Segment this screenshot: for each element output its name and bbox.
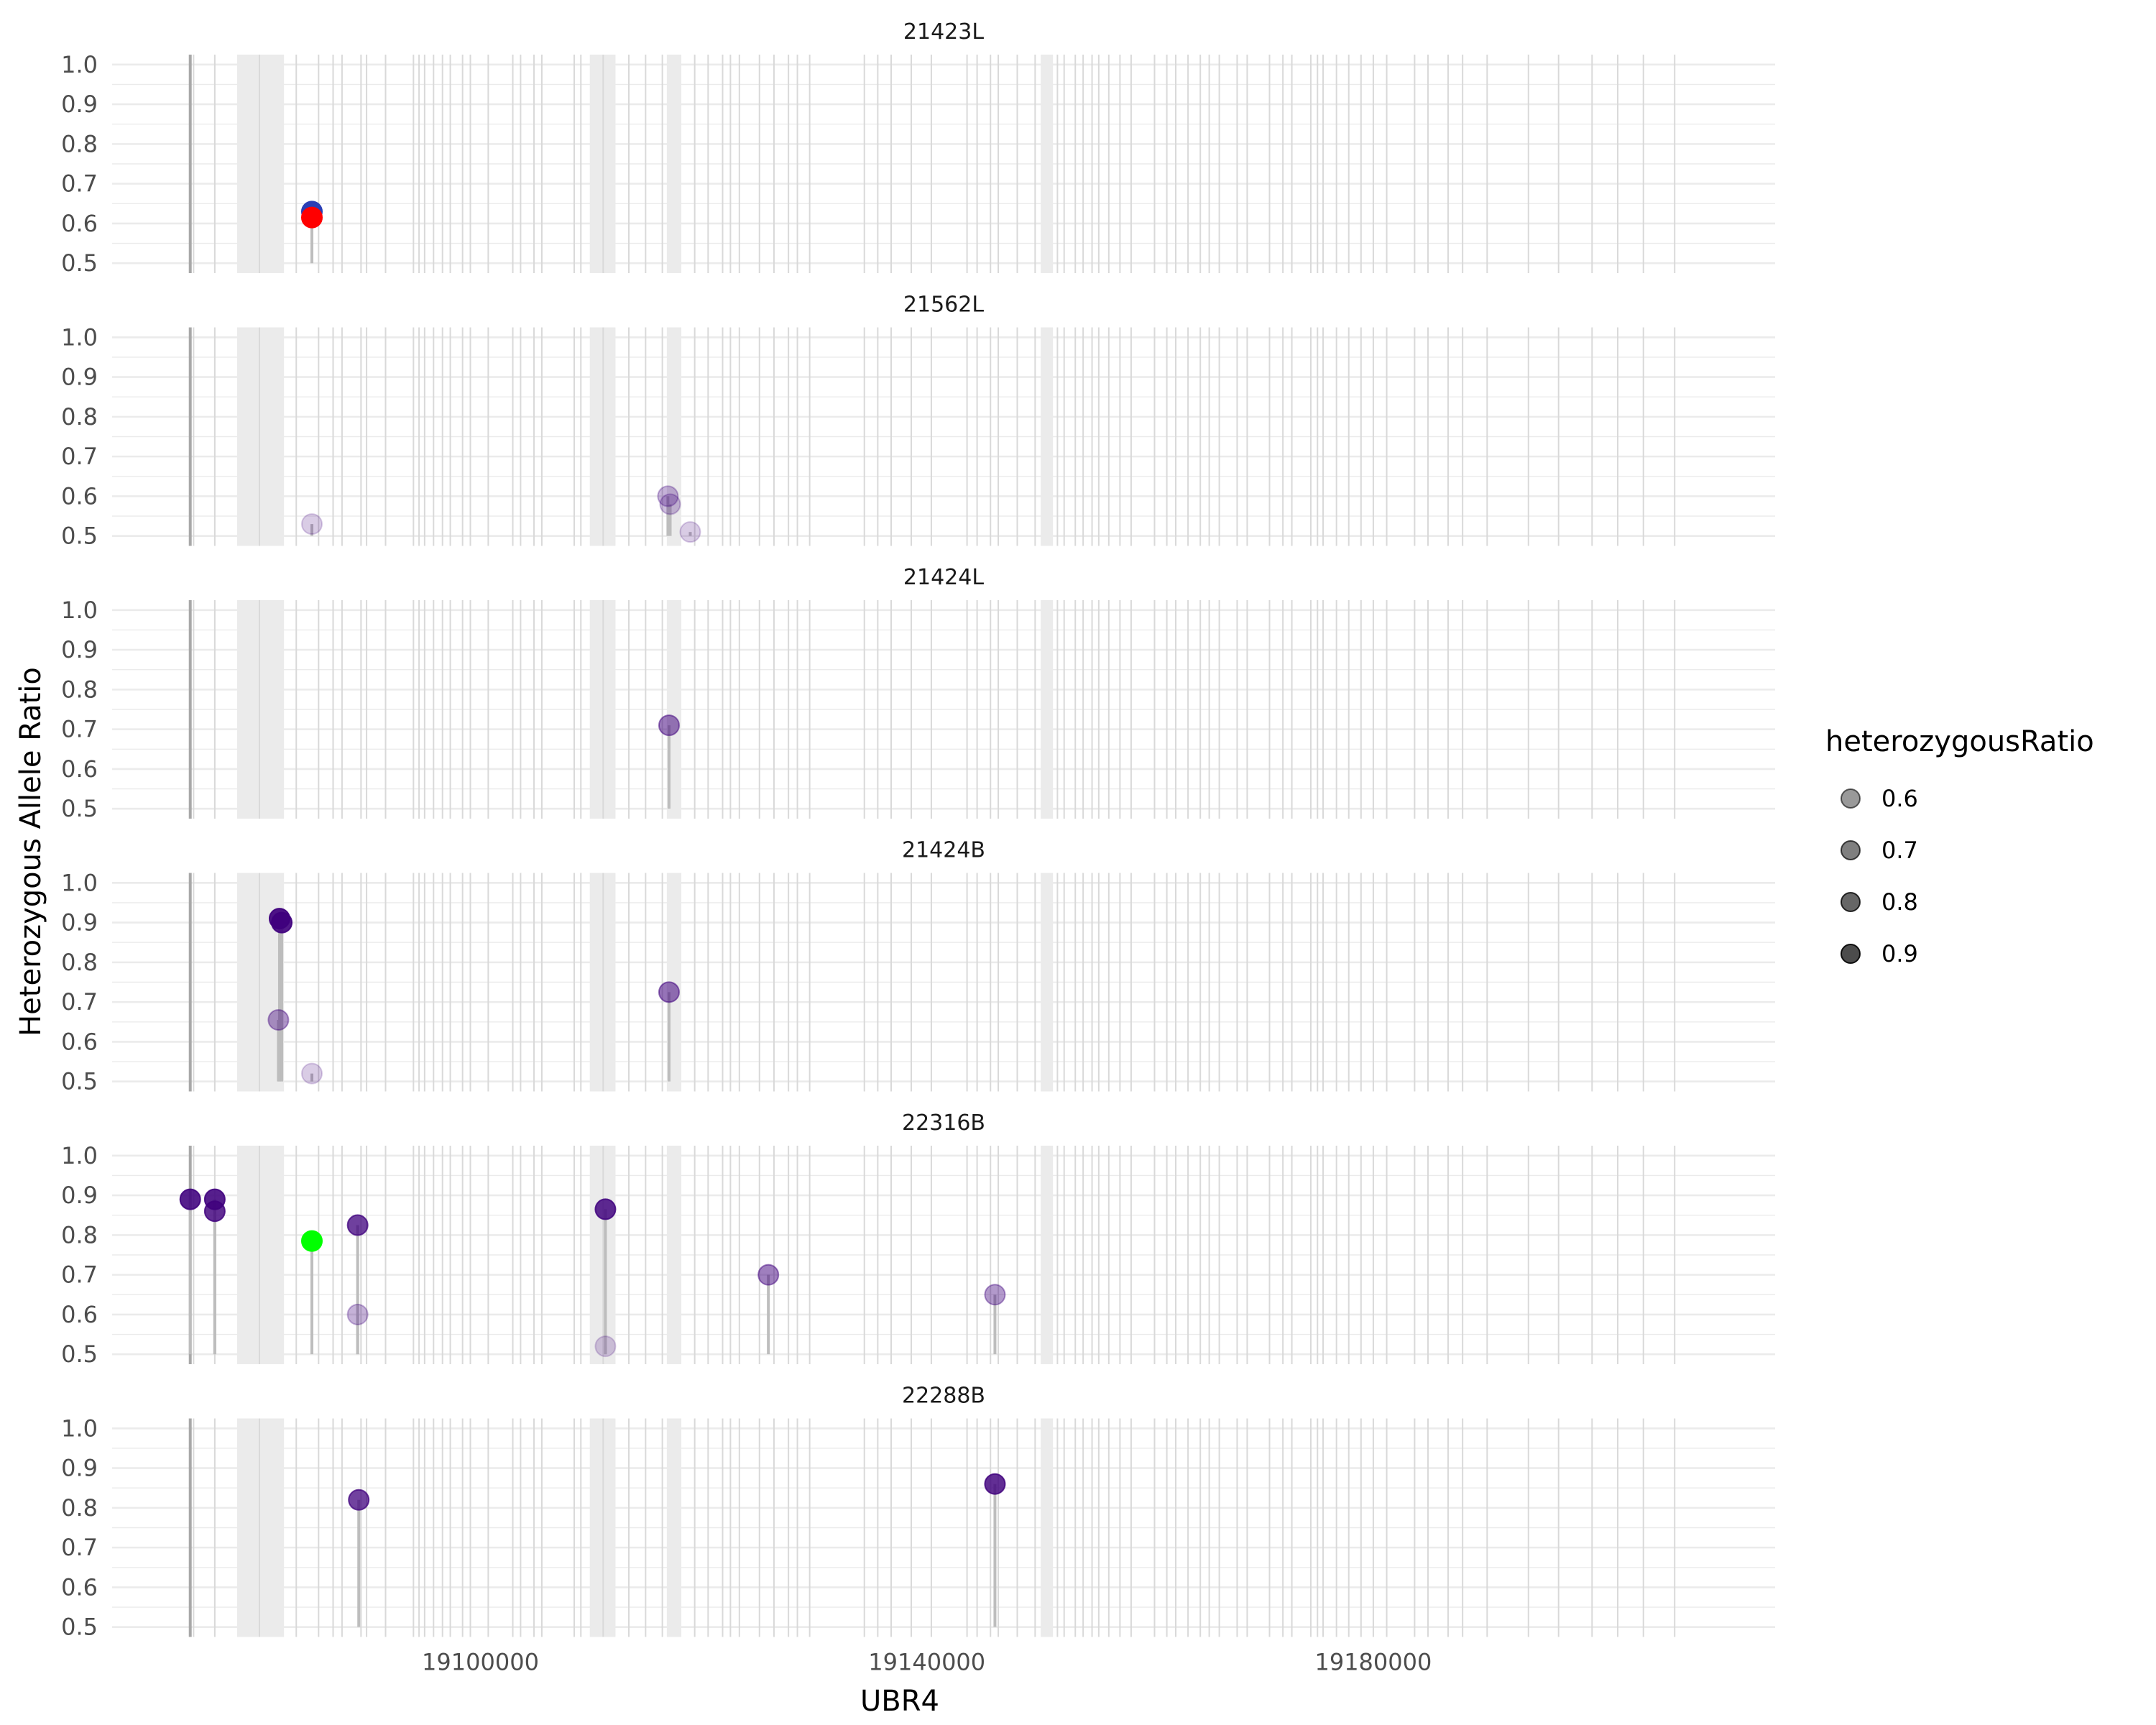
- facet-panel-21423L: 21423L 0.5 0.6 0.7 0.8 0.9 1.0: [61, 19, 1775, 277]
- data-point: [203, 1200, 226, 1223]
- data-point: [346, 1214, 369, 1236]
- legend-title: heterozygousRatio: [1825, 725, 2094, 758]
- legend-label: 0.7: [1881, 837, 1918, 864]
- y-tick-label: 0.8: [61, 1494, 98, 1522]
- y-tick-label: 0.7: [61, 988, 98, 1016]
- y-tick-label: 0.5: [61, 1068, 98, 1095]
- legend-key: [1841, 840, 1861, 860]
- y-tick-label: 0.5: [61, 1614, 98, 1641]
- panel-title: 21424B: [902, 838, 985, 863]
- panel-title: 21424L: [903, 565, 984, 590]
- data-point: [179, 1188, 201, 1210]
- facet-panel-21562L: 21562L 0.5 0.6 0.7 0.8 0.9 1.0: [61, 293, 1775, 550]
- data-point: [271, 911, 293, 934]
- data-point: [657, 485, 679, 507]
- y-tick-label: 0.8: [61, 130, 98, 157]
- y-tick-label: 0.5: [61, 249, 98, 277]
- y-tick-label: 0.8: [61, 1221, 98, 1248]
- legend-label: 0.8: [1881, 888, 1918, 916]
- y-tick-label: 1.0: [61, 869, 98, 896]
- y-tick-label: 0.8: [61, 676, 98, 703]
- facet-panel-22288B: 22288B 0.5 0.6 0.7 0.8 0.9 1.0: [61, 1384, 1775, 1641]
- legend-key: [1841, 892, 1861, 912]
- y-tick-label: 1.0: [61, 1414, 98, 1442]
- chart-panels: 21423L 0.5 0.6 0.7 0.8 0.9 1.0 21562L 0.5 0.6 0.7 0…: [61, 19, 1775, 1676]
- y-tick-label: 0.7: [61, 1534, 98, 1561]
- x-tick-label: 19140000: [868, 1649, 985, 1676]
- legend-label: 0.9: [1881, 940, 1918, 967]
- y-tick-label: 0.6: [61, 482, 98, 510]
- data-point: [594, 1198, 617, 1220]
- y-tick-label: 0.7: [61, 170, 98, 198]
- data-point: [594, 1335, 617, 1358]
- x-axis-title: UBR4: [860, 1685, 939, 1718]
- y-tick-label: 0.7: [61, 716, 98, 743]
- data-point: [757, 1264, 780, 1286]
- y-tick-label: 1.0: [61, 51, 98, 78]
- y-tick-label: 0.7: [61, 443, 98, 470]
- panel-title: 22316B: [902, 1110, 985, 1136]
- data-point: [984, 1473, 1006, 1495]
- y-tick-label: 0.6: [61, 1573, 98, 1601]
- x-tick-label: 19180000: [1314, 1649, 1432, 1676]
- y-tick-label: 1.0: [61, 597, 98, 624]
- facet-panel-22316B: 22316B 0.5 0.6 0.7 0.8 0.9 1.0: [61, 1110, 1775, 1368]
- data-point: [300, 1230, 323, 1252]
- y-tick-label: 0.9: [61, 636, 98, 663]
- y-tick-label: 1.0: [61, 1142, 98, 1169]
- y-tick-label: 0.6: [61, 1028, 98, 1055]
- y-tick-label: 0.5: [61, 1340, 98, 1368]
- data-point: [267, 1009, 290, 1031]
- y-tick-label: 0.6: [61, 210, 98, 237]
- y-tick-label: 0.9: [61, 909, 98, 937]
- panel-title: 22288B: [902, 1384, 985, 1409]
- data-point: [300, 1062, 323, 1085]
- y-tick-label: 0.9: [61, 1455, 98, 1482]
- y-tick-label: 0.6: [61, 1301, 98, 1328]
- legend-label: 0.6: [1881, 785, 1918, 812]
- y-tick-label: 0.5: [61, 795, 98, 822]
- y-tick-label: 0.7: [61, 1261, 98, 1289]
- data-point: [346, 1303, 369, 1325]
- legend: heterozygousRatio 0.6 0.7 0.8 0.9: [1825, 725, 2094, 967]
- data-point: [658, 981, 680, 1003]
- y-tick-label: 0.9: [61, 91, 98, 118]
- y-tick-label: 0.5: [61, 523, 98, 550]
- y-tick-label: 1.0: [61, 323, 98, 351]
- data-point: [658, 714, 680, 737]
- y-tick-label: 0.9: [61, 1182, 98, 1209]
- data-point: [659, 493, 681, 515]
- data-point: [300, 513, 323, 535]
- legend-key: [1841, 788, 1861, 809]
- data-point: [348, 1489, 370, 1511]
- legend-key: [1841, 944, 1861, 964]
- y-tick-label: 0.8: [61, 949, 98, 976]
- facet-panel-21424B: 21424B 0.5 0.6 0.7 0.8 0.9 1.0: [61, 838, 1775, 1095]
- data-point: [679, 521, 701, 543]
- facet-panel-21424L: 21424L 0.5 0.6 0.7 0.8 0.9 1.0: [61, 565, 1775, 822]
- x-tick-label: 19100000: [422, 1649, 539, 1676]
- y-tick-label: 0.9: [61, 364, 98, 391]
- panel-title: 21423L: [903, 19, 984, 45]
- y-tick-label: 0.8: [61, 403, 98, 431]
- data-point: [300, 206, 323, 229]
- y-tick-label: 0.6: [61, 755, 98, 783]
- panel-title: 21562L: [903, 293, 984, 318]
- y-axis-title: Heterozygous Allele Ratio: [14, 667, 47, 1036]
- data-point: [984, 1284, 1006, 1306]
